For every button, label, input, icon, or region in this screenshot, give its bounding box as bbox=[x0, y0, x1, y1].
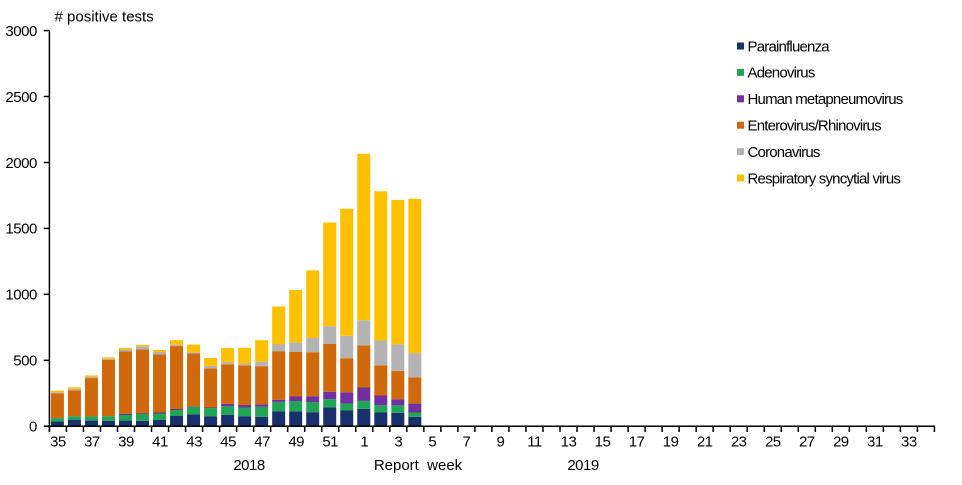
svg-text:3: 3 bbox=[394, 434, 402, 451]
svg-text:15: 15 bbox=[595, 434, 611, 451]
svg-text:51: 51 bbox=[322, 434, 338, 451]
svg-text:19: 19 bbox=[663, 434, 679, 451]
svg-text:21: 21 bbox=[697, 434, 713, 451]
svg-text:1: 1 bbox=[360, 434, 368, 451]
svg-text:23: 23 bbox=[731, 434, 747, 451]
svg-text:Respiratory syncytial virus: Respiratory syncytial virus bbox=[748, 170, 901, 187]
svg-text:27: 27 bbox=[799, 434, 815, 451]
svg-text:43: 43 bbox=[186, 434, 202, 451]
svg-text:Report week: Report week bbox=[374, 457, 463, 474]
svg-text:Coronavirus: Coronavirus bbox=[748, 144, 820, 161]
svg-text:31: 31 bbox=[867, 434, 883, 451]
svg-text:49: 49 bbox=[288, 434, 304, 451]
svg-text:17: 17 bbox=[629, 434, 645, 451]
svg-text:2000: 2000 bbox=[5, 155, 37, 172]
svg-text:37: 37 bbox=[84, 434, 100, 451]
svg-text:7: 7 bbox=[462, 434, 470, 451]
svg-text:Parainfluenza: Parainfluenza bbox=[748, 38, 831, 55]
svg-text:# positive tests: # positive tests bbox=[55, 8, 154, 25]
svg-text:500: 500 bbox=[13, 353, 37, 370]
svg-text:2018: 2018 bbox=[233, 457, 265, 474]
svg-text:33: 33 bbox=[901, 434, 917, 451]
svg-text:Human metapneumovirus: Human metapneumovirus bbox=[748, 91, 903, 108]
svg-text:Adenovirus: Adenovirus bbox=[748, 65, 815, 82]
svg-text:0: 0 bbox=[29, 419, 37, 436]
svg-text:13: 13 bbox=[561, 434, 577, 451]
svg-text:25: 25 bbox=[765, 434, 781, 451]
svg-text:1000: 1000 bbox=[5, 287, 37, 304]
svg-text:2019: 2019 bbox=[567, 457, 599, 474]
svg-text:41: 41 bbox=[152, 434, 168, 451]
svg-text:Enterovirus/Rhinovirus: Enterovirus/Rhinovirus bbox=[748, 118, 882, 135]
svg-text:47: 47 bbox=[254, 434, 270, 451]
svg-text:29: 29 bbox=[833, 434, 849, 451]
svg-text:3000: 3000 bbox=[5, 23, 37, 40]
svg-text:2500: 2500 bbox=[5, 89, 37, 106]
svg-text:11: 11 bbox=[527, 434, 542, 451]
svg-text:5: 5 bbox=[428, 434, 436, 451]
svg-text:9: 9 bbox=[496, 434, 504, 451]
svg-text:39: 39 bbox=[118, 434, 134, 451]
svg-text:1500: 1500 bbox=[5, 221, 37, 238]
svg-text:45: 45 bbox=[220, 434, 236, 451]
svg-text:35: 35 bbox=[50, 434, 66, 451]
